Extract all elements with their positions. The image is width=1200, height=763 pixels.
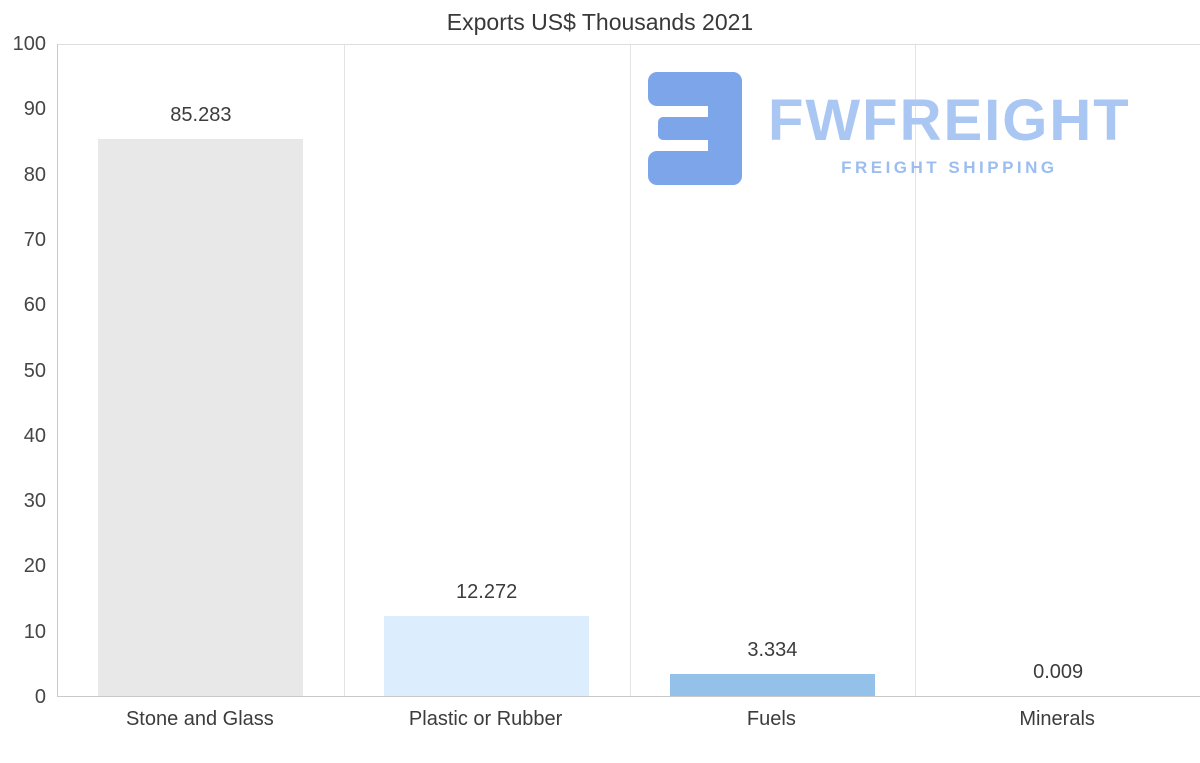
y-tick-20: 20 — [23, 555, 46, 578]
y-tick-10: 10 — [23, 620, 46, 643]
x-tick-stone-and-glass: Stone and Glass — [125, 708, 274, 730]
x-tick-plastic-or-rubber: Plastic or Rubber — [408, 708, 563, 730]
x-tick-fuels: Fuels — [746, 708, 796, 730]
gridline-vertical — [915, 45, 916, 696]
y-tick-50: 50 — [23, 359, 46, 382]
y-tick-70: 70 — [23, 228, 46, 251]
value-label-minerals: 0.009 — [1033, 660, 1084, 683]
y-tick-100: 100 — [12, 33, 46, 55]
value-label-plastic-or-rubber: 12.272 — [456, 580, 518, 603]
bar-fuels — [669, 674, 875, 696]
value-label-fuels: 3.334 — [747, 639, 798, 662]
y-tick-90: 90 — [23, 98, 46, 121]
value-label-stone-and-glass: 85.283 — [170, 104, 232, 127]
fwfreight-logo-icon — [648, 72, 742, 185]
fwfreight-logo: FWFREIGHT FREIGHT SHIPPING — [648, 72, 1131, 185]
fwfreight-logo-text: FWFREIGHT FREIGHT SHIPPING — [768, 92, 1131, 178]
bar-plastic-or-rubber — [384, 615, 590, 696]
y-tick-30: 30 — [23, 490, 46, 513]
bar-stone-and-glass — [98, 139, 304, 696]
x-tick-minerals: Minerals — [1019, 708, 1095, 730]
y-tick-80: 80 — [23, 163, 46, 186]
y-tick-40: 40 — [23, 424, 46, 447]
brand-tagline: FREIGHT SHIPPING — [841, 158, 1058, 177]
brand-name: FWFREIGHT — [768, 88, 1131, 153]
y-tick-60: 60 — [23, 294, 46, 317]
plot-area: 85.283 12.272 3.334 0.009 — [57, 44, 1200, 697]
chart-title: Exports US$ Thousands 2021 — [446, 9, 754, 35]
gridline-vertical — [630, 45, 631, 696]
gridline-vertical — [344, 45, 345, 696]
y-tick-0: 0 — [34, 686, 46, 708]
